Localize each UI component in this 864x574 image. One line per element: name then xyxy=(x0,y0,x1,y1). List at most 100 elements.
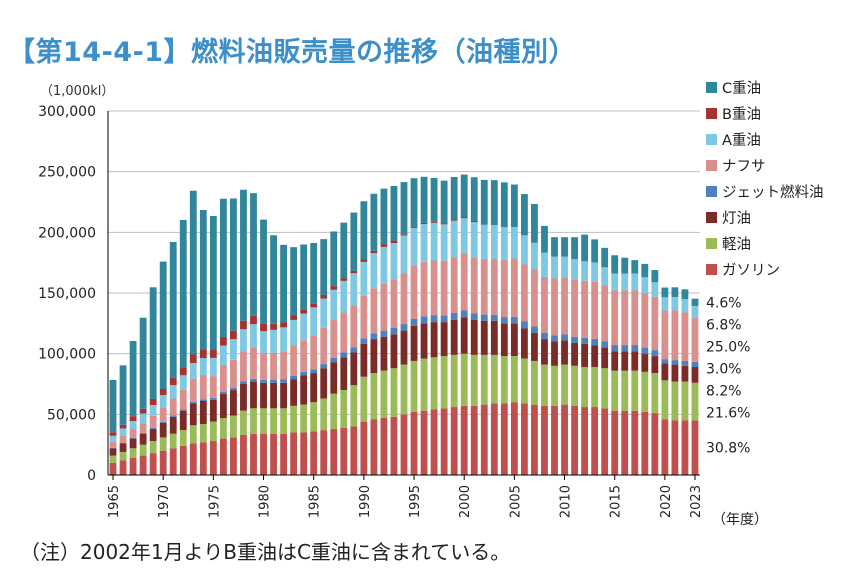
bar-segment-light_oil xyxy=(360,376,368,422)
bar-segment-naphtha xyxy=(581,280,589,338)
bar-segment-a_heavy xyxy=(350,273,358,306)
bar-segment-kerosene xyxy=(330,362,338,394)
bar-segment-a_heavy xyxy=(591,262,599,282)
bar-segment-jet xyxy=(631,345,639,352)
bar-segment-a_heavy xyxy=(139,413,147,424)
legend-item-naphtha: ナフサ xyxy=(706,152,864,178)
bar-segment-naphtha xyxy=(611,290,619,346)
bar-segment-kerosene xyxy=(219,393,227,418)
bar-segment-light_oil xyxy=(179,430,187,446)
bar-segment-kerosene xyxy=(641,353,649,372)
legend-label: 灯油 xyxy=(722,210,751,227)
bar-segment-kerosene xyxy=(320,368,328,399)
bar-segment-gasoline xyxy=(290,432,298,475)
bar-segment-a_heavy xyxy=(340,280,348,313)
bar-segment-c_heavy xyxy=(230,198,237,331)
bar-segment-naphtha xyxy=(250,347,257,379)
bar-segment-jet xyxy=(541,332,548,340)
share-percent-label: 4.6% xyxy=(706,295,742,311)
bar-segment-b_heavy xyxy=(219,337,227,346)
bar-segment-jet xyxy=(350,347,358,353)
bar-segment-light_oil xyxy=(571,365,578,406)
bar-segment-kerosene xyxy=(661,363,669,381)
bar-segment-a_heavy xyxy=(400,235,408,274)
bar-segment-kerosene xyxy=(300,375,308,405)
bar-segment-c_heavy xyxy=(440,180,448,224)
bar-segment-gasoline xyxy=(189,443,197,475)
bar-segment-light_oil xyxy=(531,360,538,405)
bar-segment-light_oil xyxy=(631,370,639,411)
bar-segment-b_heavy xyxy=(260,323,267,332)
bar-segment-light_oil xyxy=(611,370,619,411)
x-tick-label: 1975 xyxy=(207,485,222,518)
bar-segment-gasoline xyxy=(621,410,629,475)
bar-segment-c_heavy xyxy=(531,203,538,243)
bar-segment-naphtha xyxy=(219,364,227,392)
bar-segment-a_heavy xyxy=(440,224,448,261)
x-tick-label: 2015 xyxy=(609,485,624,518)
bar-segment-gasoline xyxy=(240,434,247,475)
bar-segment-gasoline xyxy=(119,460,127,475)
bar-segment-c_heavy xyxy=(430,177,438,222)
bar-segment-a_heavy xyxy=(209,357,217,377)
bar-segment-jet xyxy=(129,437,137,439)
bar-segment-kerosene xyxy=(250,381,257,409)
bar-segment-gasoline xyxy=(149,453,157,475)
bar-segment-gasoline xyxy=(520,403,528,475)
bar-segment-c_heavy xyxy=(119,365,127,425)
bar-segment-kerosene xyxy=(149,428,157,442)
bar-segment-light_oil xyxy=(129,448,137,459)
bar-segment-jet xyxy=(611,345,619,352)
bar-segment-a_heavy xyxy=(109,435,117,442)
bar-segment-gasoline xyxy=(159,450,167,475)
bar-segment-c_heavy xyxy=(510,184,518,227)
bar-segment-c_heavy xyxy=(139,317,147,409)
bar-segment-b_heavy xyxy=(199,349,207,359)
bar-segment-gasoline xyxy=(360,421,368,475)
bar-segment-light_oil xyxy=(230,415,237,438)
bar-segment-a_heavy xyxy=(310,307,318,336)
bar-segment-jet xyxy=(139,433,147,434)
bar-segment-a_heavy xyxy=(320,298,328,328)
bar-segment-c_heavy xyxy=(621,257,629,274)
bar-segment-jet xyxy=(681,360,689,366)
legend-label: A重油 xyxy=(722,132,761,149)
bar-segment-light_oil xyxy=(510,356,518,403)
legend-label: ジェット燃料油 xyxy=(722,184,824,201)
bar-segment-jet xyxy=(510,316,518,324)
bar-segment-kerosene xyxy=(541,339,548,365)
bar-segment-naphtha xyxy=(360,295,368,339)
bar-segment-b_heavy xyxy=(340,278,348,281)
y-tick-label: 0 xyxy=(87,468,96,484)
bar-segment-a_heavy xyxy=(500,227,508,260)
x-tick-label: 1990 xyxy=(358,485,373,518)
bar-segment-naphtha xyxy=(260,353,267,380)
bar-segment-gasoline xyxy=(219,438,227,475)
bar-segment-naphtha xyxy=(230,359,237,388)
bar-segment-b_heavy xyxy=(250,315,257,325)
bar-segment-kerosene xyxy=(450,319,458,355)
x-tick-label: 2020 xyxy=(659,485,674,518)
bar-segment-kerosene xyxy=(531,333,538,361)
bar-segment-light_oil xyxy=(290,405,298,433)
bar-segment-naphtha xyxy=(129,429,137,438)
bar-segment-kerosene xyxy=(390,334,398,369)
bar-segment-a_heavy xyxy=(450,220,458,258)
bar-segment-a_heavy xyxy=(671,297,679,311)
bar-segment-naphtha xyxy=(189,378,197,402)
bar-segment-c_heavy xyxy=(460,174,468,218)
bar-segment-kerosene xyxy=(691,367,699,383)
bar-segment-light_oil xyxy=(310,402,318,432)
bar-segment-light_oil xyxy=(189,425,197,444)
y-tick-label: 150,000 xyxy=(38,286,96,302)
bar-segment-naphtha xyxy=(390,279,398,328)
bar-segment-kerosene xyxy=(109,448,117,456)
bar-segment-jet xyxy=(420,316,428,324)
footnote: （注）2002年1月よりB重油はC重油に含まれている。 xyxy=(20,540,511,564)
bar-segment-a_heavy xyxy=(681,299,689,313)
bar-segment-jet xyxy=(671,360,679,365)
bar-segment-b_heavy xyxy=(320,294,328,299)
bar-segment-light_oil xyxy=(390,368,398,417)
y-axis-unit: （1,000kl） xyxy=(40,84,115,99)
bar-segment-jet xyxy=(520,321,528,329)
